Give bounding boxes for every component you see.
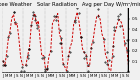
Title: Milwaukee Weather   Solar Radiation   Avg per Day W/m²/minute: Milwaukee Weather Solar Radiation Avg pe… — [0, 2, 140, 7]
